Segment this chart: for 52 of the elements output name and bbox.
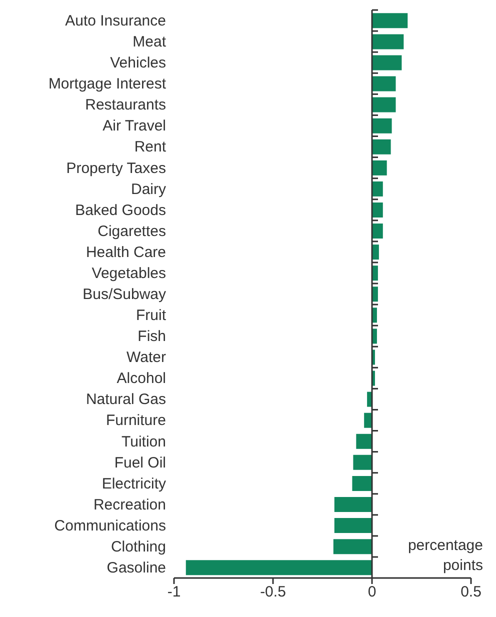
y-tick-label: Mortgage Interest (48, 76, 167, 93)
y-tick-label: Electricity (102, 475, 166, 492)
bar (372, 55, 402, 70)
y-tick-label: Communications (54, 517, 166, 534)
x-tick-label: -1 (167, 584, 181, 601)
x-axis-title: percentage points (406, 536, 483, 576)
bar (353, 454, 372, 470)
bar (372, 224, 383, 239)
y-tick-label: Rent (134, 138, 167, 156)
bar (186, 560, 372, 576)
y-tick-label: Dairy (130, 180, 166, 198)
bar (372, 181, 383, 196)
y-tick-label: Tuition (122, 433, 166, 450)
y-tick-label: Auto Insurance (65, 12, 166, 30)
x-tick-label: -0.5 (260, 584, 286, 601)
bar (372, 34, 404, 50)
bar (367, 392, 372, 407)
y-tick-label: Recreation (93, 496, 166, 514)
bar (372, 160, 387, 176)
bar (334, 518, 372, 534)
bar (372, 202, 383, 218)
y-tick-label: Air Travel (102, 118, 166, 135)
bar (364, 412, 372, 428)
y-tick-label: Restaurants (85, 96, 166, 114)
bar (334, 497, 372, 512)
bar (352, 476, 372, 491)
bar (372, 76, 396, 92)
bar (372, 97, 396, 112)
y-tick-label: Fruit (136, 307, 167, 324)
y-tick-label: Fuel Oil (114, 454, 166, 472)
y-tick-label: Bus/Subway (82, 286, 166, 303)
y-tick-label: Natural Gas (86, 391, 166, 408)
y-tick-label: Health Care (86, 244, 166, 261)
y-tick-label: Meat (132, 34, 167, 51)
x-tick-label: 0 (368, 584, 376, 601)
x-tick-label: 0.5 (460, 584, 482, 601)
y-tick-label: Vehicles (110, 54, 166, 72)
bar (372, 118, 392, 134)
y-tick-label: Clothing (110, 538, 166, 556)
y-tick-label: Fish (138, 328, 166, 346)
y-tick-label: Baked Goods (75, 202, 166, 219)
y-tick-label: Gasoline (106, 559, 166, 576)
y-tick-label: Cigarettes (98, 222, 166, 240)
y-tick-label: Alcohol (116, 370, 166, 388)
bar (356, 434, 372, 449)
bar (372, 139, 391, 154)
y-tick-label: Vegetables (92, 264, 166, 282)
y-tick-label: Property Taxes (66, 160, 166, 177)
y-tick-label: Water (126, 349, 166, 366)
bar (333, 539, 372, 554)
y-tick-label: Furniture (106, 412, 166, 430)
bar (372, 13, 408, 28)
